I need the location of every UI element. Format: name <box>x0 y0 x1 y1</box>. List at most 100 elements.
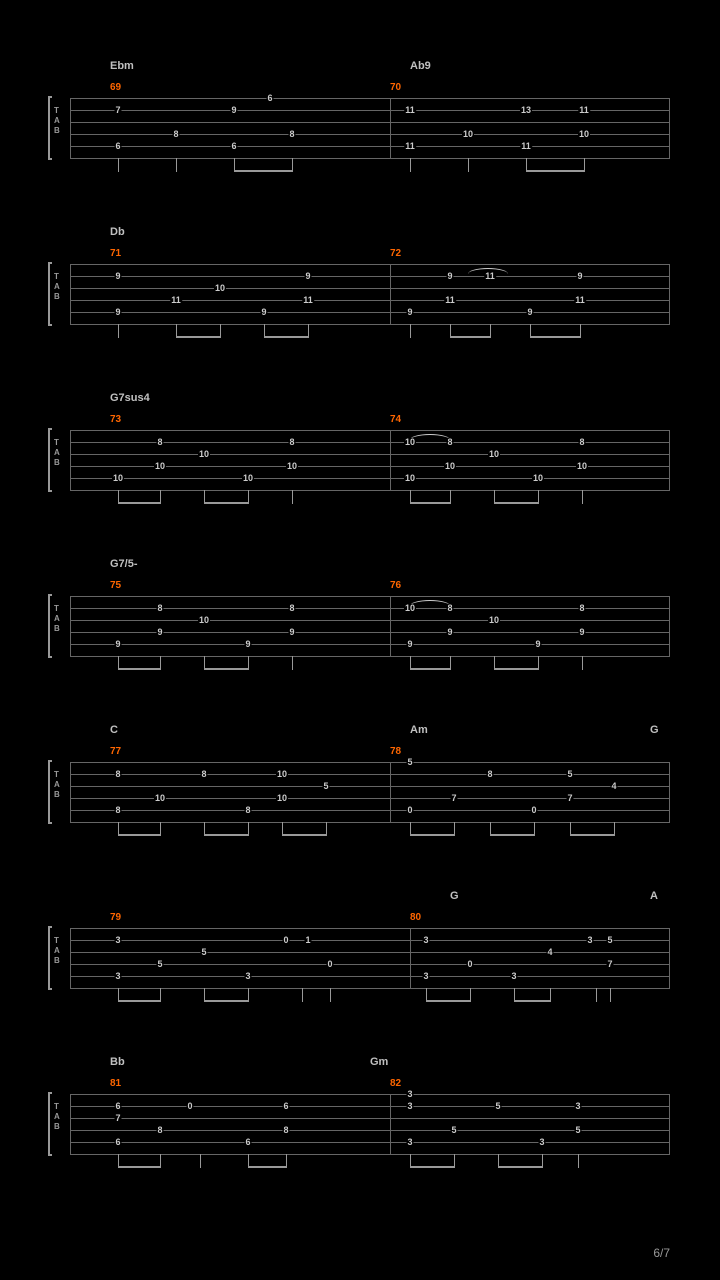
staff-line <box>70 312 670 313</box>
staff-bracket <box>48 96 52 160</box>
fret-number: 10 <box>404 438 416 447</box>
tab-system: BbGm8182TAB6768066833355335 <box>50 1056 670 1174</box>
tab-staff: TAB768966811111013111110 <box>70 98 670 158</box>
staff-line <box>70 762 670 763</box>
fret-number: 8 <box>156 438 163 447</box>
fret-number: 0 <box>466 960 473 969</box>
barline <box>390 430 391 490</box>
fret-number: 8 <box>282 1126 289 1135</box>
note-beam <box>410 834 455 836</box>
fret-number: 9 <box>288 628 295 637</box>
tab-clef-label: TAB <box>54 604 60 634</box>
tablature-sheet: EbmAb96970TAB768966811111013111110Db7172… <box>0 0 720 1262</box>
fret-number: 10 <box>154 462 166 471</box>
staff-line <box>70 1118 670 1119</box>
stem-row <box>70 822 670 842</box>
note-beam <box>118 1000 161 1002</box>
fret-number: 11 <box>302 296 314 305</box>
measure-number: 73 <box>110 414 121 425</box>
fret-number: 7 <box>114 106 121 115</box>
fret-number: 10 <box>488 450 500 459</box>
barline <box>669 264 670 324</box>
measure-number-row: 7778 <box>50 746 670 760</box>
note-beam <box>426 1000 471 1002</box>
tab-staff: TAB3355301033034357 <box>70 928 670 988</box>
barline <box>390 1094 391 1154</box>
fret-number: 10 <box>404 474 416 483</box>
tab-clef-label: TAB <box>54 936 60 966</box>
note-beam <box>410 502 451 504</box>
measure-number: 70 <box>390 82 401 93</box>
stem-row <box>70 656 670 676</box>
note-beam <box>204 834 249 836</box>
measure-number: 69 <box>110 82 121 93</box>
tab-clef-label: TAB <box>54 106 60 136</box>
staff-line <box>70 774 670 775</box>
tab-system: Db7172TAB99111099119911119911 <box>50 226 670 344</box>
measure-number: 76 <box>390 580 401 591</box>
fret-number: 8 <box>244 806 251 815</box>
tab-system: CAmG7778TAB8810881010550780574 <box>50 724 670 842</box>
note-stem <box>302 988 303 1002</box>
fret-number: 9 <box>114 272 121 281</box>
chord-row: G7sus4 <box>50 392 670 410</box>
staff-line <box>70 1142 670 1143</box>
fret-number: 10 <box>578 130 590 139</box>
tab-staff: TAB989109891098910989 <box>70 596 670 656</box>
measure-number: 77 <box>110 746 121 757</box>
fret-number: 8 <box>446 604 453 613</box>
staff-line <box>70 596 670 597</box>
note-stem <box>582 656 583 670</box>
fret-number: 10 <box>576 462 588 471</box>
staff-line <box>70 810 670 811</box>
fret-number: 9 <box>534 640 541 649</box>
measure-number: 72 <box>390 248 401 259</box>
chord-label: Db <box>110 226 125 238</box>
fret-number: 3 <box>422 972 429 981</box>
fret-number: 10 <box>404 604 416 613</box>
fret-number: 9 <box>526 308 533 317</box>
note-beam <box>234 170 293 172</box>
note-beam <box>494 668 539 670</box>
note-beam <box>498 1166 543 1168</box>
tab-clef-label: TAB <box>54 1102 60 1132</box>
tab-staff: TAB10810101081010108101010810 <box>70 430 670 490</box>
staff-line <box>70 620 670 621</box>
fret-number: 8 <box>288 130 295 139</box>
note-stem <box>176 158 177 172</box>
note-beam <box>410 1166 455 1168</box>
note-beam <box>530 336 581 338</box>
fret-number: 8 <box>200 770 207 779</box>
note-stem <box>292 656 293 670</box>
tab-system: G7sus47374TAB10810101081010108101010810 <box>50 392 670 510</box>
fret-number: 7 <box>450 794 457 803</box>
fret-number: 3 <box>574 1102 581 1111</box>
barline <box>669 928 670 988</box>
note-beam <box>526 170 585 172</box>
fret-number: 5 <box>406 758 413 767</box>
fret-number: 3 <box>244 972 251 981</box>
stem-row <box>70 988 670 1008</box>
measure-number: 81 <box>110 1078 121 1089</box>
barline <box>669 430 670 490</box>
fret-number: 3 <box>114 972 121 981</box>
chord-row: CAmG <box>50 724 670 742</box>
measure-number: 75 <box>110 580 121 591</box>
fret-number: 11 <box>170 296 182 305</box>
fret-number: 10 <box>276 770 288 779</box>
fret-number: 8 <box>288 438 295 447</box>
barline <box>70 762 71 822</box>
fret-number: 4 <box>546 948 553 957</box>
fret-number: 8 <box>288 604 295 613</box>
staff-line <box>70 644 670 645</box>
note-beam <box>118 834 161 836</box>
fret-number: 3 <box>586 936 593 945</box>
fret-number: 6 <box>114 1102 121 1111</box>
tab-system: GA7980TAB3355301033034357 <box>50 890 670 1008</box>
fret-number: 5 <box>574 1126 581 1135</box>
fret-number: 5 <box>494 1102 501 1111</box>
fret-number: 9 <box>446 628 453 637</box>
tab-clef-label: TAB <box>54 438 60 468</box>
staff-bracket <box>48 428 52 492</box>
fret-number: 10 <box>462 130 474 139</box>
